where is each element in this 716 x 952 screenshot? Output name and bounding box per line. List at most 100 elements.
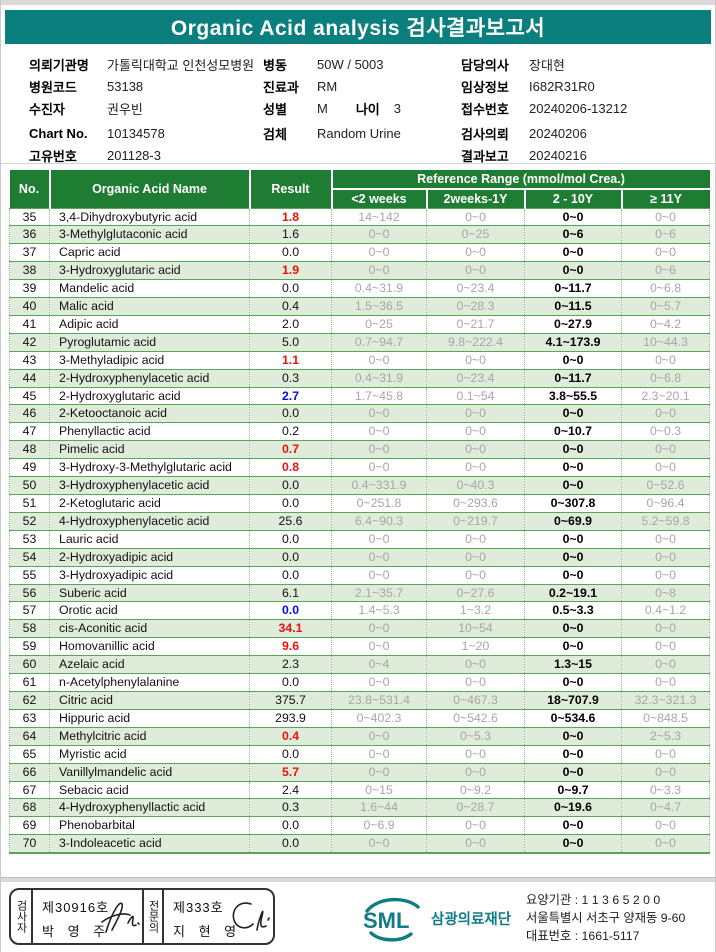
result-value: 0.4 (249, 726, 332, 746)
acid-name: 2-Hydroxyadipic acid (49, 547, 250, 567)
range-lt2weeks: 0~0 (331, 726, 427, 746)
range-2-10y: 0~0 (524, 207, 622, 226)
result-no: 62 (9, 690, 50, 710)
info-row: Chart No. 10134578 (29, 122, 259, 144)
header-result: Result (248, 170, 333, 208)
result-no: 40 (9, 297, 50, 316)
result-no: 41 (9, 314, 50, 334)
range-2-10y: 0~0 (524, 673, 622, 692)
range-ge11y: 2~5.3 (620, 726, 711, 746)
range-ge11y: 0~96.4 (620, 494, 711, 513)
range-2weeks-1y: 0~0 (426, 207, 525, 226)
range-lt2weeks: 0~251.8 (331, 494, 427, 513)
examiner-name: 박 영 주 (42, 924, 111, 939)
range-2-10y: 0~0 (524, 744, 622, 764)
result-value: 2.4 (249, 780, 332, 799)
info-value: 201128-3 (107, 147, 161, 163)
range-ge11y: 0~0.3 (620, 422, 711, 441)
range-2-10y: 0~0 (524, 404, 622, 423)
range-ge11y: 32.3~321.3 (620, 690, 711, 710)
result-value: 0.0 (249, 744, 332, 764)
acid-name: Homovanillic acid (49, 637, 250, 656)
range-ge11y: 0~0 (620, 655, 711, 674)
info-row: 병동 50W / 5003 (263, 53, 459, 75)
range-2weeks-1y: 0~9.2 (426, 780, 525, 799)
range-ge11y: 0~0 (620, 816, 711, 835)
range-lt2weeks: 0.7~94.7 (331, 332, 427, 352)
result-row: 37 Capric acid 0.0 0~0 0~0 0~0 0~0 (9, 243, 711, 262)
section-divider (1, 163, 715, 164)
range-ge11y: 10~44.3 (620, 332, 711, 352)
result-no: 37 (9, 243, 50, 262)
acid-name: n-Acetylphenylalanine (49, 673, 250, 692)
range-lt2weeks: 6.4~90.3 (331, 511, 427, 531)
result-value: 9.6 (249, 637, 332, 656)
acid-name: 2-Ketoglutaric acid (49, 494, 250, 513)
range-2weeks-1y: 0~23.4 (426, 279, 525, 298)
acid-name: Lauric acid (49, 529, 250, 549)
examiner-cert-number: 제30916호 (42, 900, 110, 915)
acid-name: Hippuric acid (49, 708, 250, 728)
result-row: 65 Myristic acid 0.0 0~0 0~0 0~0 0~0 (9, 744, 711, 764)
range-ge11y: 0~0 (620, 440, 711, 459)
range-2-10y: 0~27.9 (524, 314, 622, 334)
range-lt2weeks: 0~6.9 (331, 816, 427, 835)
result-row: 64 Methylcitric acid 0.4 0~0 0~5.3 0~0 2~5.3 (9, 726, 711, 746)
result-row: 48 Pimelic acid 0.7 0~0 0~0 0~0 0~0 (9, 440, 711, 459)
acid-name: Methylcitric acid (49, 726, 250, 746)
result-row: 52 4-Hydroxyphenylacetic acid 25.6 6.4~90.3… (9, 511, 711, 531)
range-ge11y: 0~5.7 (620, 297, 711, 316)
range-ge11y: 0~0 (620, 404, 711, 423)
report-title: Organic Acid analysis 검사결과보고서 (170, 17, 546, 40)
range-2weeks-1y: 0~0 (426, 404, 525, 423)
range-ge11y: 0~0 (620, 637, 711, 656)
range-ge11y: 0~52.6 (620, 476, 711, 495)
range-2-10y: 0~0 (524, 458, 622, 477)
result-row: 36 3-Methylglutaconic acid 1.6 0~0 0~25 0~6 0~… (9, 225, 711, 244)
acid-name: Pimelic acid (49, 440, 250, 459)
range-2weeks-1y: 0~0 (426, 565, 525, 585)
range-2weeks-1y: 0~293.6 (426, 494, 525, 513)
result-value: 0.2 (249, 422, 332, 441)
result-row: 46 2-Ketooctanoic acid 0.0 0~0 0~0 0~0 0~0 (9, 404, 711, 423)
range-ge11y: 0~0 (620, 565, 711, 585)
range-lt2weeks: 0~0 (331, 243, 427, 262)
info-value: M (317, 100, 328, 116)
acid-name: Capric acid (49, 243, 250, 262)
result-no: 67 (9, 780, 50, 799)
acid-name: Sebacic acid (49, 780, 250, 799)
info-value: 53138 (107, 78, 144, 94)
acid-name: 4-Hydroxyphenylacetic acid (49, 511, 250, 531)
range-2-10y: 0~11.5 (524, 297, 622, 316)
acid-name: 2-Ketooctanoic acid (49, 404, 250, 423)
range-ge11y: 0~0 (620, 547, 711, 567)
result-value: 0.0 (249, 816, 332, 835)
result-value: 1.1 (249, 350, 332, 370)
result-row: 45 2-Hydroxyglutaric acid 2.7 1.7~45.8 0.1~5… (9, 386, 711, 405)
acid-name: 3-Indoleacetic acid (49, 834, 250, 855)
info-row: 성별 M 나이 3 (263, 97, 459, 119)
result-value: 0.0 (249, 673, 332, 692)
range-2weeks-1y: 0~5.3 (426, 726, 525, 746)
range-lt2weeks: 0~0 (331, 834, 427, 855)
result-row: 35 3,4-Dihydroxybutyric acid 1.8 14~142 0~0 0… (9, 207, 711, 226)
range-ge11y: 0~8 (620, 583, 711, 602)
range-lt2weeks: 0~15 (331, 780, 427, 799)
result-no: 45 (9, 386, 50, 405)
result-row: 50 3-Hydroxyphenylacetic acid 0.0 0.4~331.9… (9, 476, 711, 495)
range-ge11y: 0~3.3 (620, 780, 711, 799)
range-lt2weeks: 0~0 (331, 619, 427, 638)
range-ge11y: 0~0 (620, 458, 711, 477)
result-no: 68 (9, 798, 50, 817)
range-2weeks-1y: 0~40.3 (426, 476, 525, 495)
result-no: 65 (9, 744, 50, 764)
result-no: 70 (9, 834, 50, 855)
results-table-header: No. Organic Acid Name Result Reference R… (9, 170, 710, 208)
result-no: 46 (9, 404, 50, 423)
examiner-signature (101, 902, 140, 933)
result-no: 51 (9, 494, 50, 513)
result-no: 35 (9, 207, 50, 226)
range-lt2weeks: 0~402.3 (331, 708, 427, 728)
info-value: 3 (393, 100, 401, 116)
result-row: 69 Phenobarbital 0.0 0~6.9 0~0 0~0 0~0 (9, 816, 711, 835)
